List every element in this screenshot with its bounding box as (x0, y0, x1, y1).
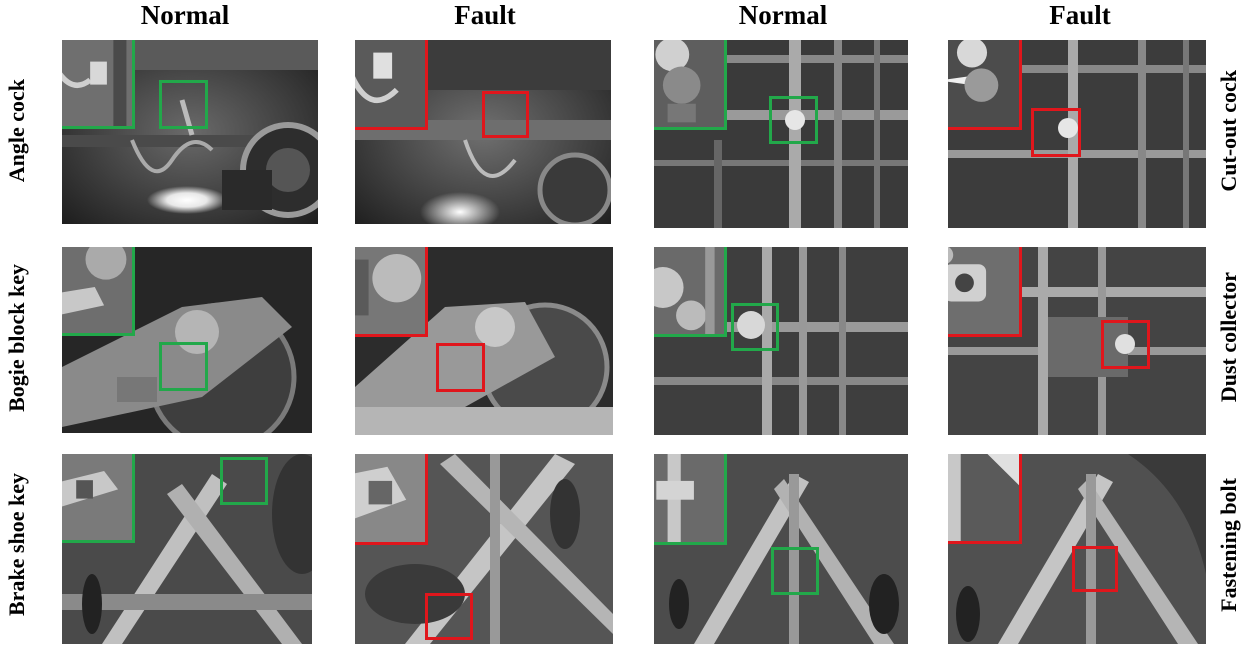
inset-zoom-cut-out-cock-normal (654, 40, 727, 130)
column-header-normal-1: Normal (140, 0, 230, 30)
inset-zoom-fastening-bolt-normal (654, 454, 727, 545)
row-label-cut-out-cock: Cut-out cock (1215, 69, 1241, 192)
row-label-bogie-block-key: Bogie block key (4, 263, 29, 412)
highlight-box-bogie-block-key-normal (159, 342, 208, 391)
inset-zoom-cut-out-cock-fault (948, 40, 1022, 130)
highlight-box-fastening-bolt-fault (1072, 546, 1118, 592)
inset-zoom-dust-collector-normal (654, 247, 727, 337)
highlight-box-brake-shoe-key-fault (425, 593, 473, 640)
highlight-box-brake-shoe-key-normal (220, 457, 268, 505)
photo-dust-collector-fault (948, 247, 1206, 435)
row-label-brake-shoe-key: Brake shoe key (4, 473, 29, 616)
highlight-box-cut-out-cock-normal (769, 96, 818, 144)
photo-cut-out-cock-normal (654, 40, 908, 228)
inset-zoom-angle-cock-fault (355, 40, 428, 130)
highlight-box-cut-out-cock-fault (1031, 108, 1081, 157)
photo-brake-shoe-key-normal (62, 454, 312, 644)
photo-dust-collector-normal (654, 247, 908, 435)
row-label-dust-collector: Dust collector (1215, 272, 1241, 403)
highlight-box-bogie-block-key-fault (436, 343, 485, 392)
column-header-fault-2: Fault (1049, 0, 1111, 30)
photo-angle-cock-normal (62, 40, 318, 224)
inset-zoom-angle-cock-normal (62, 40, 135, 129)
highlight-box-angle-cock-normal (159, 80, 208, 129)
inset-zoom-bogie-block-key-normal (62, 247, 135, 336)
highlight-box-fastening-bolt-normal (771, 547, 819, 595)
row-label-fastening-bolt: Fastening bolt (1215, 477, 1241, 612)
inset-zoom-brake-shoe-key-fault (355, 454, 428, 545)
photo-bogie-block-key-fault (355, 247, 613, 435)
highlight-box-angle-cock-fault (482, 91, 529, 138)
inset-zoom-dust-collector-fault (948, 247, 1022, 337)
photo-angle-cock-fault (355, 40, 611, 224)
column-header-normal-2: Normal (738, 0, 828, 30)
photo-fastening-bolt-normal (654, 454, 908, 644)
inset-zoom-bogie-block-key-fault (355, 247, 428, 337)
inset-zoom-brake-shoe-key-normal (62, 454, 135, 543)
row-label-angle-cock: Angle cock (4, 78, 29, 183)
column-header-fault-1: Fault (454, 0, 516, 30)
photo-brake-shoe-key-fault (355, 454, 613, 644)
highlight-box-dust-collector-fault (1101, 320, 1150, 369)
inset-zoom-fastening-bolt-fault (948, 454, 1022, 544)
highlight-box-dust-collector-normal (731, 303, 779, 351)
photo-fastening-bolt-fault (948, 454, 1206, 644)
photo-cut-out-cock-fault (948, 40, 1206, 228)
photo-bogie-block-key-normal (62, 247, 312, 433)
